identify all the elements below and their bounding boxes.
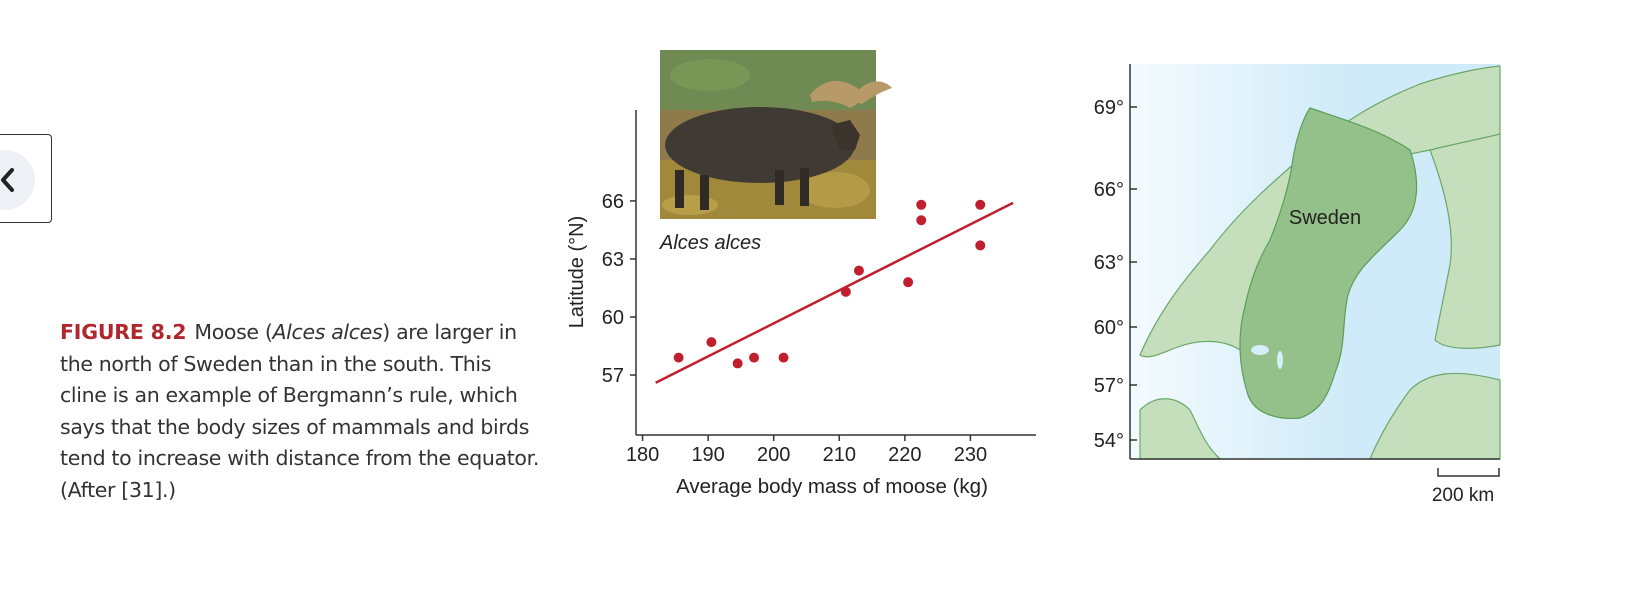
lat-tick-label: 60° [1094, 317, 1124, 339]
data-point [673, 352, 684, 363]
data-point [916, 199, 927, 210]
x-tick-label: 220 [888, 444, 921, 466]
x-tick-label: 230 [954, 444, 987, 466]
data-point [975, 240, 986, 251]
x-axis-label: Average body mass of moose (kg) [676, 475, 988, 498]
data-point [903, 277, 914, 288]
data-point [853, 265, 864, 276]
sweden-map: Sweden 69° 66° 63° 60° 57° 54° 200 km [1094, 64, 1501, 506]
y-ticks: 57 60 63 66 [602, 191, 636, 387]
moose-scatter-chart: Alces alces 180 190 200 210 220 230 57606366 … [566, 50, 1036, 498]
map-land-sweden [1239, 107, 1418, 419]
map-lake-vattern [1277, 351, 1283, 369]
data-point [732, 358, 743, 369]
lat-tick-label: 63° [1094, 252, 1124, 274]
x-tick-label: 180 [626, 444, 659, 466]
lat-tick-label: 69° [1094, 97, 1124, 119]
y-axis-label: Latitude (°N) [566, 216, 588, 329]
x-tick-label: 210 [823, 444, 856, 466]
data-point [840, 286, 851, 297]
map-latitude-ticks: 69° 66° 63° 60° 57° 54° [1094, 97, 1137, 452]
caption-species: Alces alces [272, 320, 383, 344]
map-lake-vanern [1251, 345, 1269, 355]
lat-tick-label: 54° [1094, 430, 1124, 452]
y-tick-label: 66 [602, 191, 624, 213]
caption-text-2: ) are larger in the north of Sweden than… [60, 320, 539, 502]
chevron-left-icon [1, 168, 14, 192]
x-ticks: 180 190 200 210 220 230 [626, 435, 987, 466]
scale-bar [1437, 468, 1500, 477]
moose-photo [660, 50, 892, 219]
data-point [706, 337, 717, 348]
trend-line [655, 201, 1014, 384]
x-tick-label: 190 [691, 444, 724, 466]
data-point [975, 199, 986, 210]
y-tick-label: 60 [602, 307, 624, 329]
y-tick-label: 63 [602, 249, 624, 271]
data-point [916, 215, 927, 226]
data-point [749, 352, 760, 363]
plot-area [655, 199, 1014, 384]
x-tick-label: 200 [757, 444, 790, 466]
caption-text-1: Moose ( [194, 320, 273, 344]
figure-caption: FIGURE 8.2 Moose (Alces alces) are larger… [60, 317, 540, 506]
figure-label: FIGURE 8.2 [60, 320, 187, 344]
y-tick-label: 57 [602, 365, 624, 387]
data-point [778, 352, 789, 363]
map-land-baltics-europe [1139, 372, 1501, 460]
map-country-label: Sweden [1289, 207, 1361, 229]
lat-tick-label: 66° [1094, 179, 1124, 201]
scale-label: 200 km [1432, 485, 1494, 506]
map-land-finland [1429, 133, 1501, 349]
back-button[interactable] [0, 134, 52, 223]
photo-caption: Alces alces [659, 232, 761, 254]
lat-tick-label: 57° [1094, 375, 1124, 397]
